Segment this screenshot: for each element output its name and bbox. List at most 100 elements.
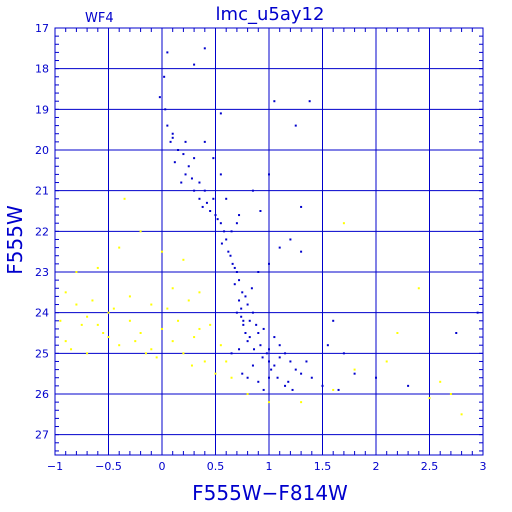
data-point <box>214 214 217 217</box>
data-point <box>278 356 281 359</box>
data-point <box>244 295 247 298</box>
data-point <box>460 413 463 416</box>
data-point <box>407 384 410 387</box>
data-point <box>187 299 190 302</box>
data-point <box>128 319 131 322</box>
data-point <box>337 388 340 391</box>
data-point <box>326 344 329 347</box>
data-point <box>287 380 290 383</box>
x-tick-label-5: 1.5 <box>314 460 332 473</box>
data-point <box>238 348 241 351</box>
data-point <box>150 348 153 351</box>
data-point <box>278 344 281 347</box>
data-point <box>177 149 180 151</box>
x-tick-label-0: −1 <box>47 460 63 473</box>
data-point <box>96 323 99 326</box>
data-point <box>180 181 183 184</box>
data-point <box>240 315 243 318</box>
x-tick-label-6: 2 <box>373 460 380 473</box>
data-point <box>225 360 228 363</box>
data-point <box>265 352 268 355</box>
data-point <box>251 311 254 314</box>
data-point <box>198 197 201 200</box>
data-point <box>182 352 185 355</box>
data-point <box>96 266 99 269</box>
data-point <box>342 222 345 225</box>
data-point <box>193 189 196 192</box>
data-point <box>112 307 115 310</box>
data-point <box>184 140 187 143</box>
data-point <box>375 376 377 379</box>
x-tick-label-1: −0.5 <box>95 460 122 473</box>
data-point <box>439 380 442 383</box>
chart-subtitle: WF4 <box>85 11 114 26</box>
data-point <box>64 291 67 294</box>
data-point <box>353 372 356 375</box>
data-point <box>284 352 287 355</box>
data-point <box>385 360 388 363</box>
data-point <box>268 360 270 363</box>
x-tick-label-7: 2.5 <box>421 460 439 473</box>
data-point <box>139 332 142 334</box>
data-point <box>75 303 78 306</box>
data-point <box>91 299 94 302</box>
data-point <box>396 332 399 334</box>
data-point <box>219 173 222 176</box>
y-tick-label-9: 26 <box>35 388 49 401</box>
data-point <box>289 238 292 241</box>
data-point <box>171 132 174 135</box>
data-point <box>225 238 228 241</box>
data-point <box>166 51 169 54</box>
data-point <box>214 372 217 375</box>
data-point <box>230 352 233 355</box>
data-point <box>248 336 251 339</box>
data-point <box>241 372 244 375</box>
data-point <box>353 368 356 371</box>
data-point <box>198 327 201 330</box>
data-point <box>163 75 166 78</box>
data-point <box>259 344 262 347</box>
data-point <box>246 340 249 343</box>
data-point <box>294 368 297 371</box>
y-tick-label-0: 17 <box>35 22 49 35</box>
data-point <box>268 376 270 379</box>
data-point <box>198 291 201 294</box>
data-point <box>300 205 303 208</box>
grid <box>54 27 484 455</box>
data-point <box>205 201 208 204</box>
data-point <box>201 205 204 208</box>
data-point <box>289 360 292 363</box>
data-point <box>155 356 158 359</box>
data-point <box>273 364 276 367</box>
data-point <box>273 100 276 103</box>
data-point <box>240 307 243 310</box>
data-point <box>171 136 174 139</box>
data-point <box>332 319 335 322</box>
data-point <box>241 291 244 294</box>
data-point <box>310 376 313 379</box>
data-point <box>182 258 185 261</box>
data-point <box>219 222 222 225</box>
data-point <box>246 376 249 379</box>
data-point <box>169 140 172 143</box>
data-point <box>230 230 233 233</box>
data-point <box>449 393 452 395</box>
data-point <box>212 197 215 200</box>
data-point <box>187 165 190 168</box>
data-point <box>259 210 262 212</box>
data-point <box>118 246 121 249</box>
data-point <box>231 262 234 265</box>
data-point <box>257 380 260 383</box>
data-point <box>225 197 228 200</box>
data-point <box>209 323 212 326</box>
data-point <box>203 47 206 50</box>
data-point <box>190 364 193 367</box>
data-point <box>244 332 247 334</box>
data-point <box>193 336 196 339</box>
data-point <box>235 222 238 225</box>
y-tick-label-8: 25 <box>35 347 49 360</box>
data-point <box>102 332 105 334</box>
data-point <box>182 153 185 156</box>
data-point <box>230 376 233 379</box>
